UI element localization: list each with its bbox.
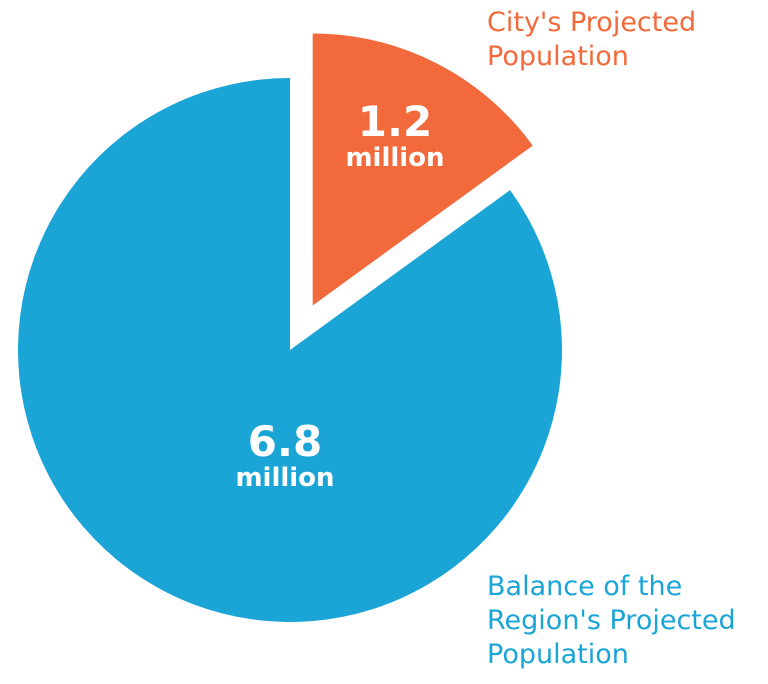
- data-label: 6.8 million: [235, 417, 335, 493]
- slice-label: City's Projected Population: [487, 7, 697, 72]
- data-label: 1.2 million: [345, 97, 445, 173]
- pie-slice: [18, 78, 563, 622]
- slice-label: Balance of the Region's Projected Popula…: [487, 571, 736, 670]
- pie-slice: [312, 33, 533, 306]
